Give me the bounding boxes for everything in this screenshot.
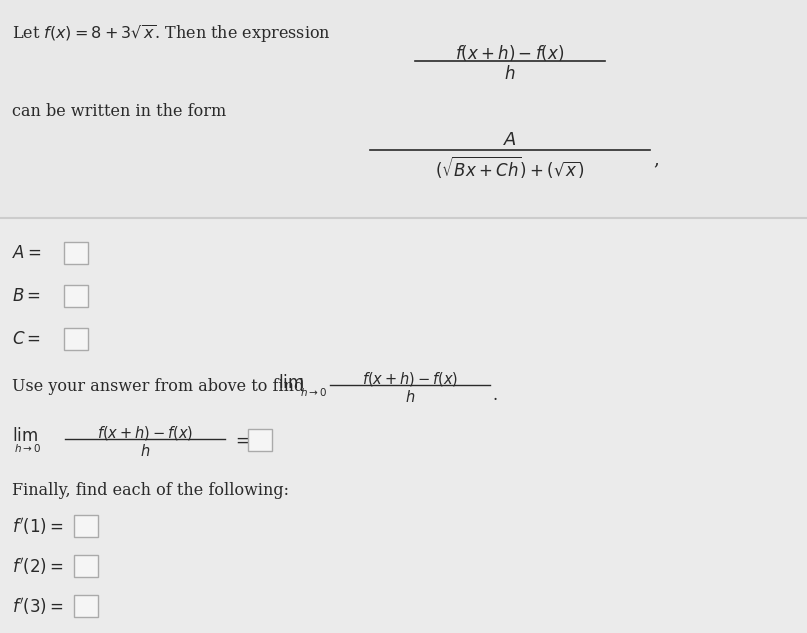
Text: $(\sqrt{Bx + Ch}) + (\sqrt{x})$: $(\sqrt{Bx + Ch}) + (\sqrt{x})$ (435, 154, 585, 180)
Text: $h \to 0$: $h \to 0$ (14, 442, 41, 454)
Text: $f'(2) =$: $f'(2) =$ (12, 556, 64, 577)
Bar (0, 0, 807, 218)
Text: $h \to 0$: $h \to 0$ (300, 386, 327, 398)
FancyBboxPatch shape (64, 285, 88, 308)
FancyBboxPatch shape (74, 515, 98, 537)
Text: Let $f(x) = 8 + 3\sqrt{x}$. Then the expression: Let $f(x) = 8 + 3\sqrt{x}$. Then the exp… (12, 23, 331, 45)
Text: $A$: $A$ (503, 131, 517, 149)
Text: can be written in the form: can be written in the form (12, 103, 226, 120)
Text: Finally, find each of the following:: Finally, find each of the following: (12, 482, 289, 499)
Bar (0, 218, 807, 633)
Text: $f(x + h) - f(x)$: $f(x + h) - f(x)$ (362, 370, 458, 389)
FancyBboxPatch shape (74, 555, 98, 577)
Text: $f(x + h) - f(x)$: $f(x + h) - f(x)$ (97, 424, 193, 442)
FancyBboxPatch shape (248, 429, 272, 451)
Text: $A =$: $A =$ (12, 245, 42, 262)
Text: $\lim$: $\lim$ (12, 427, 38, 446)
Text: $f(x + h) - f(x)$: $f(x + h) - f(x)$ (455, 43, 565, 63)
Text: $C =$: $C =$ (12, 331, 41, 348)
FancyBboxPatch shape (74, 596, 98, 617)
Text: $h$: $h$ (504, 65, 516, 83)
Text: $h$: $h$ (140, 443, 150, 460)
Text: Use your answer from above to find: Use your answer from above to find (12, 378, 304, 395)
FancyBboxPatch shape (64, 329, 88, 351)
Text: $=$: $=$ (232, 432, 249, 449)
Text: $f'(1) =$: $f'(1) =$ (12, 516, 64, 537)
Text: .: . (493, 387, 498, 404)
Text: $\lim$: $\lim$ (278, 374, 304, 392)
Text: $B =$: $B =$ (12, 288, 41, 305)
FancyBboxPatch shape (64, 242, 88, 265)
Text: $h$: $h$ (405, 389, 415, 405)
Text: ,: , (653, 150, 659, 168)
Text: $f'(3) =$: $f'(3) =$ (12, 596, 64, 617)
